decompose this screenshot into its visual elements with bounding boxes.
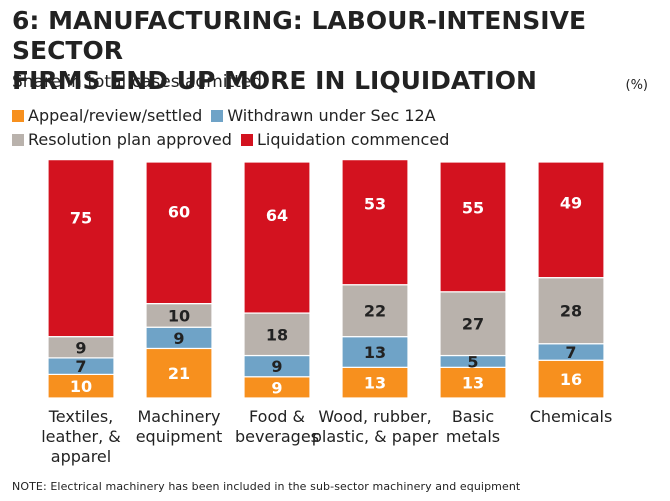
- category-label-4-1: metals: [446, 427, 500, 446]
- legend-swatch-resolution: [12, 134, 24, 146]
- chart-title-line-1: 6: MANUFACTURING: LABOUR-INTENSIVE SECTO…: [12, 6, 587, 65]
- data-label-withdrawn-4: 5: [467, 352, 478, 371]
- legend-swatch-withdrawn: [211, 110, 224, 122]
- data-label-appeal-1: 21: [168, 364, 190, 383]
- data-label-liquidation-3: 53: [364, 194, 386, 213]
- category-label-0-2: apparel: [51, 447, 111, 466]
- legend-item-withdrawn: Withdrawn under Sec 12A: [211, 104, 436, 128]
- legend-item-liquidation: Liquidation commenced: [241, 128, 449, 152]
- footnote: NOTE: Electrical machinery has been incl…: [12, 480, 521, 493]
- chart-subtitle: Share in total cases admitted: [12, 72, 263, 92]
- category-label-3-0: Wood, rubber,: [318, 407, 431, 426]
- category-label-2-1: beverages: [235, 427, 319, 446]
- legend-label-resolution: Resolution plan approved: [28, 130, 232, 149]
- data-label-liquidation-1: 60: [168, 203, 190, 222]
- data-label-withdrawn-0: 7: [75, 357, 86, 376]
- data-label-liquidation-5: 49: [560, 193, 582, 212]
- data-label-appeal-5: 16: [560, 370, 582, 389]
- category-label-1-0: Machinery: [137, 407, 220, 426]
- legend-swatch-appeal: [12, 110, 24, 122]
- category-label-0-0: Textiles,: [48, 407, 114, 426]
- bar-segment-liquidation-5: [537, 161, 605, 279]
- data-label-resolution-3: 22: [364, 302, 386, 321]
- data-label-appeal-0: 10: [70, 377, 92, 396]
- data-label-withdrawn-5: 7: [565, 343, 576, 362]
- chart-title-line-2: FIRMS END UP MORE IN LIQUIDATION: [12, 66, 537, 95]
- legend: Appeal/review/settled Withdrawn under Se…: [12, 104, 652, 152]
- bar-segment-liquidation-1: [145, 161, 213, 305]
- category-label-2-0: Food &: [249, 407, 305, 426]
- chart-title: 6: MANUFACTURING: LABOUR-INTENSIVE SECTO…: [12, 6, 662, 96]
- unit-label: (%): [625, 78, 649, 93]
- data-label-appeal-3: 13: [364, 374, 386, 393]
- data-label-liquidation-4: 55: [462, 198, 484, 217]
- category-label-0-1: leather, &: [41, 427, 121, 446]
- data-label-liquidation-2: 64: [266, 206, 288, 225]
- data-label-withdrawn-1: 9: [173, 329, 184, 348]
- data-label-withdrawn-2: 9: [271, 357, 282, 376]
- category-label-4-0: Basic: [452, 407, 494, 426]
- data-label-appeal-2: 9: [271, 378, 282, 397]
- bar-segment-resolution-5: [537, 277, 605, 345]
- category-label-5-0: Chemicals: [530, 407, 613, 426]
- bar-segment-resolution-2: [243, 312, 311, 357]
- data-label-resolution-2: 18: [266, 325, 288, 344]
- legend-label-appeal: Appeal/review/settled: [28, 106, 203, 125]
- bar-segment-resolution-4: [439, 291, 507, 357]
- data-label-resolution-4: 27: [462, 315, 484, 334]
- bar-segment-liquidation-0: [47, 159, 115, 338]
- legend-label-liquidation: Liquidation commenced: [257, 130, 450, 149]
- legend-label-withdrawn: Withdrawn under Sec 12A: [227, 106, 436, 125]
- bar-segment-resolution-3: [341, 284, 409, 338]
- legend-swatch-liquidation: [241, 134, 254, 146]
- bar-segment-appeal-3: [341, 366, 409, 399]
- data-label-resolution-1: 10: [168, 306, 190, 325]
- data-label-withdrawn-3: 13: [364, 343, 386, 362]
- bar-segment-liquidation-2: [243, 161, 311, 314]
- bar-segment-appeal-4: [439, 366, 507, 399]
- data-label-liquidation-0: 75: [70, 209, 92, 228]
- bar-segment-liquidation-3: [341, 159, 409, 286]
- bar-segment-appeal-1: [145, 347, 213, 399]
- legend-item-resolution: Resolution plan approved: [12, 128, 232, 152]
- bar-segment-appeal-5: [537, 359, 605, 399]
- data-label-resolution-0: 9: [75, 338, 86, 357]
- bar-segment-withdrawn-3: [341, 336, 409, 368]
- category-label-3-1: plastic, & paper: [312, 427, 439, 446]
- data-label-resolution-5: 28: [560, 302, 582, 321]
- legend-item-appeal: Appeal/review/settled: [12, 104, 202, 128]
- data-label-appeal-4: 13: [462, 374, 484, 393]
- category-label-1-1: equipment: [136, 427, 223, 446]
- bar-segment-liquidation-4: [439, 161, 507, 293]
